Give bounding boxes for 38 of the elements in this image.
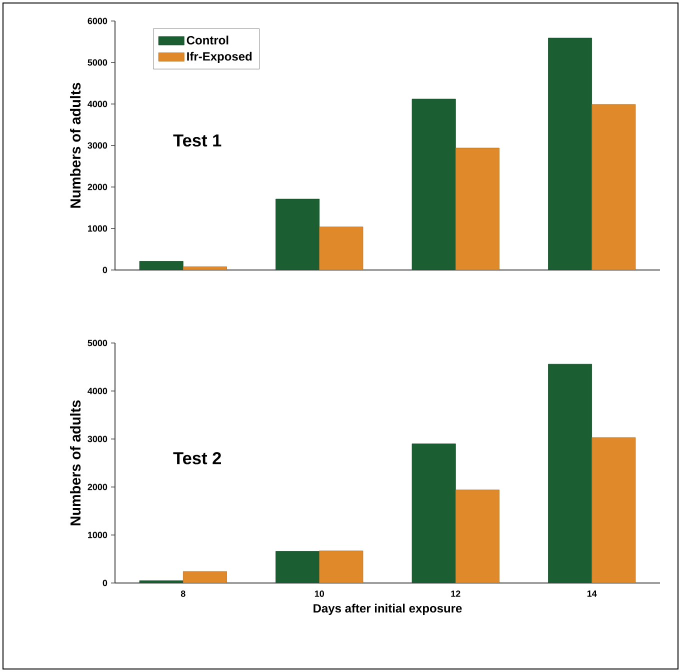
bar — [548, 38, 592, 270]
bar — [319, 226, 364, 270]
bar — [140, 261, 184, 270]
bar — [592, 104, 636, 270]
y-tick-label: 2000 — [88, 484, 108, 490]
bar — [548, 364, 592, 583]
y-tick-label: 4000 — [88, 388, 108, 394]
y-tick-label: 3000 — [88, 142, 108, 149]
x-axis-title: Days after initial exposure — [314, 604, 462, 615]
legend-label: Control — [186, 36, 228, 44]
bar — [412, 444, 456, 583]
bar — [276, 198, 320, 270]
y-tick-label: 6000 — [88, 18, 108, 24]
y-tick-label: 5000 — [88, 340, 108, 346]
x-tick-label: 10 — [314, 590, 324, 597]
y-tick-label: 3000 — [88, 436, 108, 442]
bar — [412, 98, 456, 270]
y-tick-label: 5000 — [88, 59, 108, 66]
y-tick-label: 1000 — [88, 532, 108, 538]
bar — [455, 490, 500, 583]
x-tick-label: 8 — [180, 590, 186, 597]
y-tick-label: 0 — [102, 580, 108, 586]
text: Test 1 — [173, 134, 222, 147]
y-axis-title: Numbers of adults — [70, 82, 81, 208]
legend-label: Ifr-Exposed — [187, 52, 252, 64]
y-tick-label: 1000 — [88, 225, 108, 232]
y-tick-label: 0 — [102, 266, 108, 274]
x-tick-label: 12 — [451, 590, 460, 597]
y-axis-title: Numbers of adults — [70, 400, 81, 526]
bar — [319, 550, 364, 583]
y-tick-label: 4000 — [88, 100, 108, 108]
bar — [182, 571, 227, 583]
bar — [455, 148, 500, 270]
bar — [592, 437, 636, 583]
y-tick-label: 2000 — [88, 184, 108, 190]
text: Test 2 — [173, 452, 221, 464]
bar — [276, 551, 320, 583]
x-tick-label: 14 — [587, 590, 597, 597]
